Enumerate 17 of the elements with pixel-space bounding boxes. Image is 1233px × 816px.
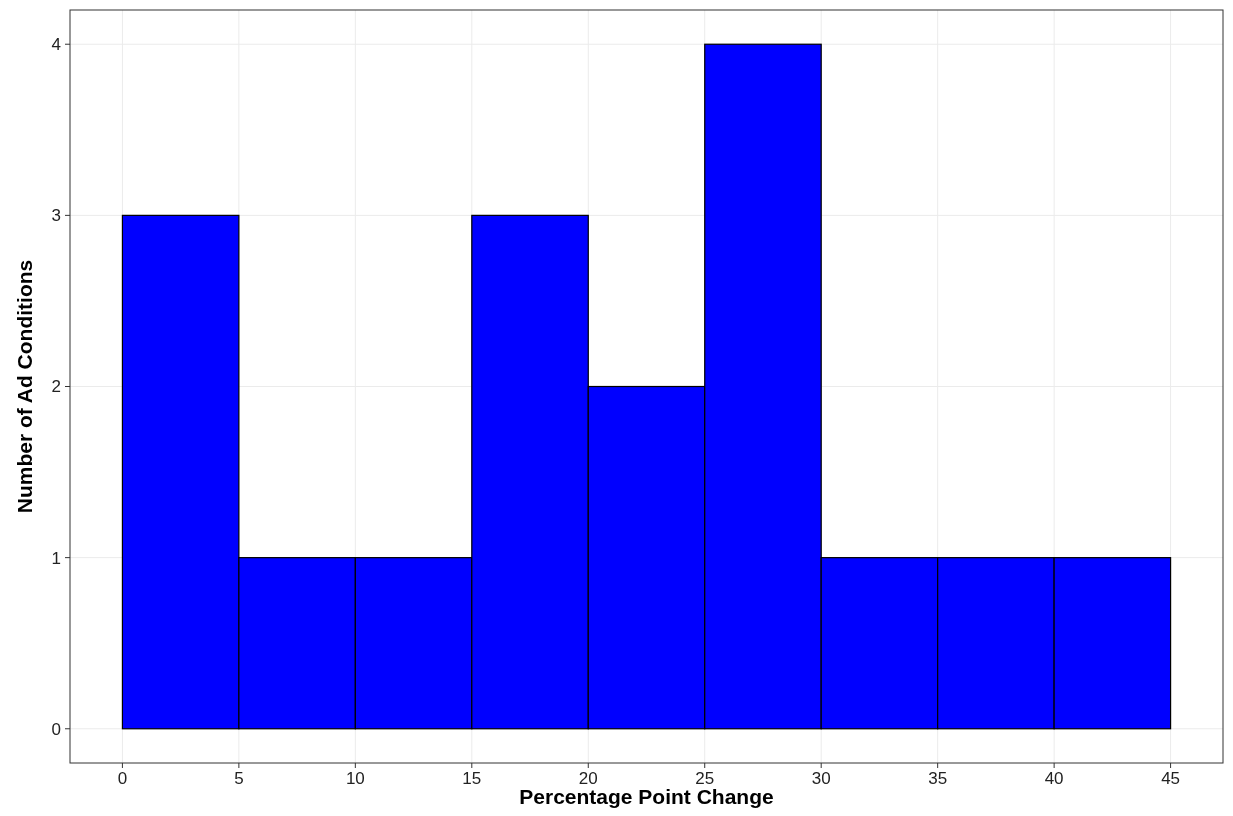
y-tick-label: 2 bbox=[51, 377, 61, 397]
x-tick-label: 20 bbox=[578, 769, 598, 788]
y-tick-label: 1 bbox=[51, 548, 61, 568]
x-axis-title: Percentage Point Change bbox=[519, 785, 774, 808]
x-tick-label: 5 bbox=[234, 769, 244, 788]
x-tick-label: 0 bbox=[117, 769, 128, 788]
x-tick-label: 10 bbox=[345, 769, 365, 788]
y-axis-title: Number of Ad Conditions bbox=[13, 259, 36, 514]
x-tick-label: 15 bbox=[462, 769, 482, 788]
y-tick-label: 3 bbox=[51, 206, 61, 226]
y-tick-label: 4 bbox=[51, 35, 61, 55]
y-tick-label: 0 bbox=[51, 719, 61, 739]
x-tick-label: 45 bbox=[1161, 769, 1181, 788]
x-tick-label: 25 bbox=[695, 769, 715, 788]
x-tick-label: 30 bbox=[811, 769, 831, 788]
x-tick-label: 35 bbox=[928, 769, 948, 788]
x-tick-label: 40 bbox=[1044, 769, 1064, 788]
